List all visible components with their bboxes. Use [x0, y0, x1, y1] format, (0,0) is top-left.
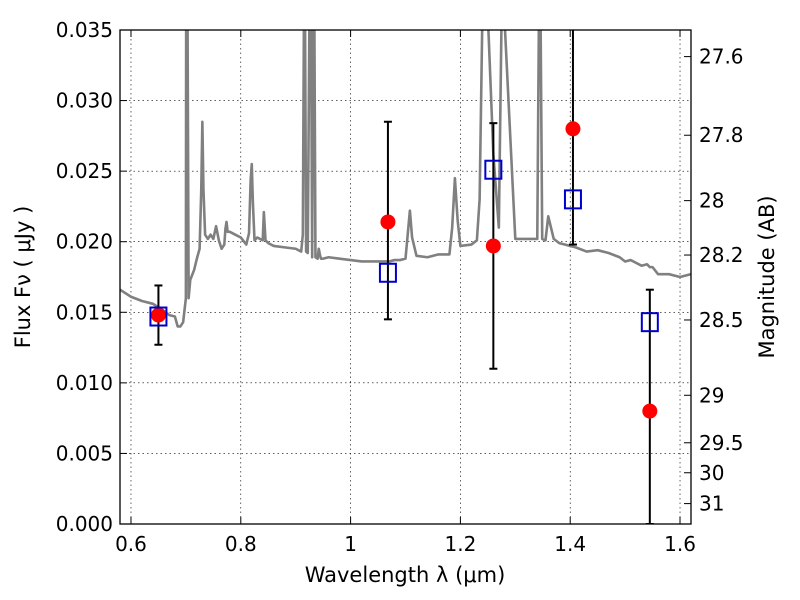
- observed-point: [642, 403, 658, 419]
- y-tick-label: 0.030: [56, 89, 113, 113]
- plot-background: [120, 30, 691, 524]
- y-tick-label: 0.025: [56, 159, 113, 183]
- observed-point: [485, 238, 501, 254]
- right-axis-label: Magnitude (AB): [755, 195, 779, 358]
- y-tick-label: 0.010: [56, 371, 113, 395]
- model-photometry-point: [484, 159, 503, 180]
- y-tick-label: 0.015: [56, 300, 113, 324]
- right-tick-labels: 27.6 27.8 28 28.2 28.5 29 29.5 30 31: [699, 45, 744, 516]
- x-tick-label: 0.8: [225, 532, 257, 556]
- y-tick-label: 0.020: [56, 230, 113, 254]
- y-tick-label: 0.035: [56, 18, 113, 42]
- right-tick-label: 28.2: [699, 243, 744, 267]
- observed-point: [565, 121, 581, 137]
- x-axis-label: Wavelength λ (μm): [305, 563, 506, 587]
- x-tick-labels: 0.6 0.8 1 1.2 1.4 1.6: [115, 532, 696, 556]
- x-tick-label: 1.2: [444, 532, 476, 556]
- observed-point: [150, 307, 166, 323]
- right-tick-label: 28.5: [699, 308, 744, 332]
- x-tick-label: 0.6: [115, 532, 147, 556]
- right-tick-label: 27.6: [699, 45, 744, 69]
- model-photometry-point: [378, 262, 397, 283]
- observed-point: [380, 214, 396, 230]
- axis-ticks: [120, 29, 691, 525]
- y-tick-label: 0.005: [56, 441, 113, 465]
- plot-frame: [119, 29, 692, 525]
- model-spectrum-layer: [120, 30, 691, 328]
- y-tick-labels: 0.000 0.005 0.010 0.015 0.020 0.025 0.030 0.035: [56, 18, 113, 536]
- x-tick-label: 1.6: [664, 532, 696, 556]
- right-tick-label: 31: [699, 492, 724, 516]
- model-photometry-point: [640, 312, 659, 333]
- right-tick-label: 27.8: [699, 123, 744, 147]
- right-tick-label: 29: [699, 383, 724, 407]
- x-tick-label: 1: [344, 532, 357, 556]
- y-tick-label: 0.000: [56, 512, 113, 536]
- data-markers: [149, 121, 659, 419]
- right-tick-label: 30: [699, 461, 724, 485]
- model-photometry-point: [563, 189, 582, 210]
- right-tick-label: 29.5: [699, 431, 744, 455]
- x-tick-label: 1.4: [554, 532, 586, 556]
- right-tick-label: 28: [699, 189, 724, 213]
- model-photometry-point: [149, 306, 168, 327]
- model-spectrum-line: [120, 30, 691, 328]
- y-axis-label: Flux Fν ( μJy ): [11, 206, 35, 349]
